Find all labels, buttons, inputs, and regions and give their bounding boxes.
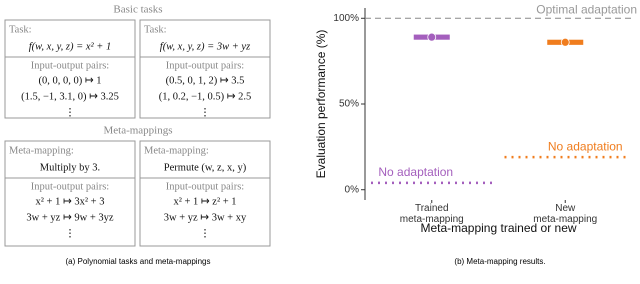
reference-label: Optimal adaptation [536,2,637,16]
box-label: Task: [144,24,167,35]
pairs-label: Input-output pairs: [166,181,245,192]
point [427,32,437,42]
x-tick-label: Trained meta-mapping [400,203,464,225]
section-title: Meta-mappings [103,125,172,137]
pair: x² + 1 ↦ 3x² + 3 [36,196,105,207]
box-text: f(w, x, y, z) = x² + 1 [29,41,111,52]
baseline-label: No adaptation [378,165,453,179]
pair: 3w + yz ↦ 3w + xy [164,212,247,223]
box-text: Permute (w, z, x, y) [164,162,247,173]
x-axis-label: Meta-mapping trained or new [420,221,576,235]
box [4,140,136,247]
y-tick-label: 0% [345,184,360,195]
ellipsis: ⋮ [200,228,211,239]
pair: (0, 0, 0, 0) ↦ 1 [38,75,101,86]
pairs-label: Input-output pairs: [31,181,110,192]
box [4,19,136,119]
caption: (a) Polynomial tasks and meta-mappings [66,257,211,266]
box-text: Multiply by 3. [40,162,100,173]
box-text: f(w, x, y, z) = 3w + yz [160,41,250,52]
box-label: Meta-mapping: [9,145,74,156]
box-label: Task: [9,24,32,35]
pairs-label: Input-output pairs: [166,60,245,71]
pair: (0.5, 0, 1, 2) ↦ 3.5 [166,75,245,86]
box-label: Meta-mapping: [144,145,209,156]
pair: 3w + yz ↦ 9w + 3yz [26,212,113,223]
pair: x² + 1 ↦ z² + 1 [173,196,236,207]
pairs-label: Input-output pairs: [31,60,110,71]
pair: (1, 0.2, −1, 0.5) ↦ 2.5 [159,91,252,102]
y-tick-label: 50% [339,99,359,110]
pair: (1.5, −1, 3.1, 0) ↦ 3.25 [21,91,119,102]
y-tick-label: 100% [333,13,359,24]
section-title: Basic tasks [113,4,162,16]
ellipsis: ⋮ [200,107,211,118]
box [139,19,271,119]
caption: (b) Meta-mapping results. [454,257,545,266]
baseline-label: No adaptation [548,139,623,153]
point [560,37,570,47]
x-tick-label: New meta-mapping [533,203,597,225]
ellipsis: ⋮ [65,107,76,118]
ellipsis: ⋮ [65,228,76,239]
y-axis-label: Evaluation performance (%) [314,30,328,179]
box [139,140,271,247]
